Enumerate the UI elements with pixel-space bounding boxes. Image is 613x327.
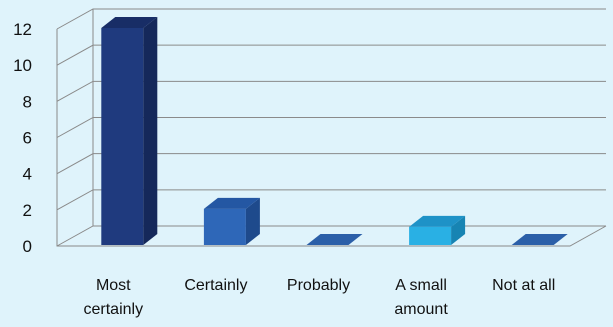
y-tick-label: 2 bbox=[23, 201, 32, 220]
y-tick-label: 0 bbox=[23, 237, 32, 256]
bar-front bbox=[101, 28, 144, 245]
gridlines bbox=[56, 8, 607, 247]
x-category-label: Not at all bbox=[492, 277, 555, 294]
bar bbox=[101, 17, 158, 245]
x-category-label: Most certainly bbox=[84, 277, 144, 318]
x-category-label: Probably bbox=[287, 277, 350, 294]
bars bbox=[101, 17, 568, 245]
y-tick-label: 4 bbox=[23, 165, 32, 184]
bar bbox=[306, 234, 363, 245]
bar-front bbox=[203, 208, 246, 245]
bar-top bbox=[101, 17, 158, 28]
y-tick-label: 6 bbox=[23, 129, 32, 148]
bar bbox=[409, 215, 466, 245]
bar-front bbox=[409, 226, 452, 245]
y-tick-label: 10 bbox=[13, 56, 32, 75]
bar bbox=[511, 234, 568, 245]
y-axis-ticks: 0 2 4 6 8 10 12 bbox=[13, 20, 32, 256]
bar-side bbox=[245, 197, 260, 245]
bar-side bbox=[143, 17, 158, 245]
y-tick-label: 8 bbox=[23, 92, 32, 111]
bar-top bbox=[409, 215, 466, 227]
x-axis-categories: Most certainly Certainly Probably A small amo… bbox=[84, 277, 556, 318]
x-category-label: Certainly bbox=[184, 277, 247, 294]
bar-top bbox=[203, 197, 260, 209]
y-tick-label: 12 bbox=[13, 20, 32, 39]
x-category-label: A small amount bbox=[394, 277, 448, 318]
bar bbox=[203, 197, 260, 245]
bar-side bbox=[451, 215, 466, 245]
axis-frame bbox=[56, 29, 607, 247]
bar-top bbox=[306, 234, 363, 245]
bar-top bbox=[511, 234, 568, 245]
